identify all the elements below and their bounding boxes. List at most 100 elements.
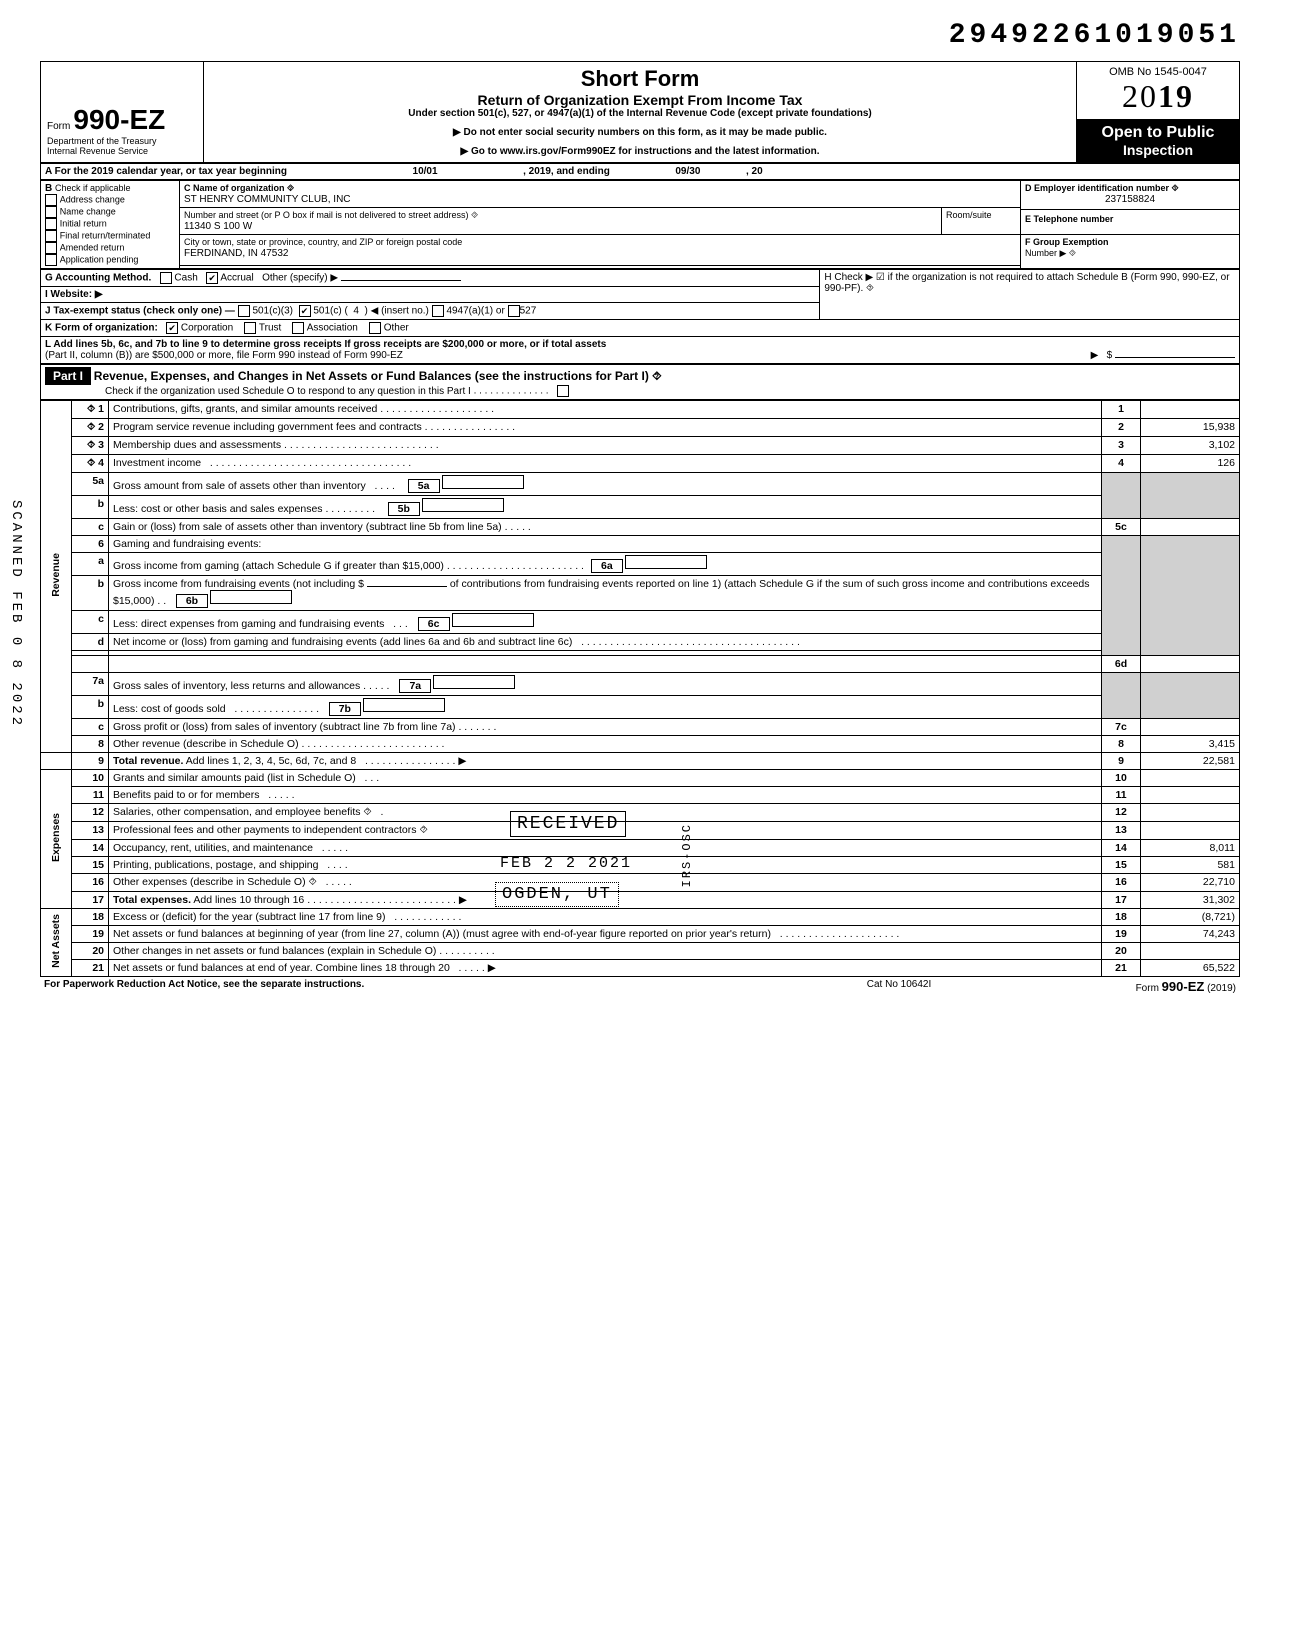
footer-mid: Cat No 10642I bbox=[814, 977, 985, 996]
b-item-3: Final return/terminated bbox=[60, 231, 151, 241]
cb-cash[interactable] bbox=[160, 272, 172, 284]
box-11: 11 bbox=[1102, 787, 1141, 804]
line-a-tail: , 20 bbox=[746, 166, 763, 177]
cb-amended[interactable] bbox=[45, 242, 57, 254]
part1-check: Check if the organization used Schedule … bbox=[45, 386, 474, 397]
cb-initial[interactable] bbox=[45, 218, 57, 230]
cb-address[interactable] bbox=[45, 194, 57, 206]
l1-t: Contributions, gifts, grants, and simila… bbox=[113, 403, 377, 415]
box-6d: 6d bbox=[1102, 656, 1141, 673]
c-label: C Name of organization ⯑ bbox=[184, 183, 294, 193]
l6a-t: Gross income from gaming (attach Schedul… bbox=[113, 560, 444, 572]
j-a1: 4947(a)(1) or bbox=[446, 306, 504, 317]
cb-501c[interactable] bbox=[299, 305, 311, 317]
l6-t: Gaming and fundraising events: bbox=[113, 538, 261, 550]
box-7c: 7c bbox=[1102, 719, 1141, 736]
box-19: 19 bbox=[1102, 926, 1141, 943]
inspection: Inspection bbox=[1083, 142, 1233, 158]
footer-right-a: Form bbox=[1136, 983, 1162, 994]
cb-527[interactable] bbox=[508, 305, 520, 317]
cb-4947[interactable] bbox=[432, 305, 444, 317]
title-short: Short Form bbox=[210, 66, 1070, 92]
amt-1 bbox=[1141, 401, 1240, 419]
cb-trust[interactable] bbox=[244, 322, 256, 334]
cb-corp[interactable] bbox=[166, 322, 178, 334]
part1-table: Revenue ⯑ 1Contributions, gifts, grants,… bbox=[40, 400, 1240, 977]
l5a-t: Gross amount from sale of assets other t… bbox=[113, 480, 366, 492]
side-revenue: Revenue bbox=[50, 553, 62, 597]
l5c-t: Gain or (loss) from sale of assets other… bbox=[113, 521, 502, 533]
l-line1: L Add lines 5b, 6c, and 7b to line 9 to … bbox=[45, 339, 606, 350]
ibox-6b: 6b bbox=[176, 594, 208, 608]
amt-16: 22,710 bbox=[1141, 874, 1240, 892]
cb-accrual[interactable] bbox=[206, 272, 218, 284]
b-label: B bbox=[45, 183, 52, 194]
l9-arrow: ▶ bbox=[458, 755, 466, 767]
g-accrual: Accrual bbox=[220, 273, 253, 284]
g-cash: Cash bbox=[174, 273, 197, 284]
cb-name[interactable] bbox=[45, 206, 57, 218]
l4-t: Investment income bbox=[113, 457, 201, 469]
l6c-t: Less: direct expenses from gaming and fu… bbox=[113, 618, 384, 630]
amt-8: 3,415 bbox=[1141, 736, 1240, 753]
street-label: Number and street (or P O box if mail is… bbox=[184, 210, 478, 220]
j-527: 527 bbox=[520, 306, 537, 317]
box-8: 8 bbox=[1102, 736, 1141, 753]
year-prefix: 20 bbox=[1122, 78, 1158, 114]
amt-13 bbox=[1141, 822, 1240, 840]
title-arrow1: ▶ Do not enter social security numbers o… bbox=[210, 127, 1070, 138]
city: FERDINAND, IN 47532 bbox=[184, 248, 288, 259]
city-label: City or town, state or province, country… bbox=[184, 237, 462, 247]
amt-6d bbox=[1141, 656, 1240, 673]
k-corp: Corporation bbox=[181, 323, 233, 334]
l12-t: Salaries, other compensation, and employ… bbox=[113, 806, 372, 818]
cb-schedO[interactable] bbox=[557, 385, 569, 397]
amt-11 bbox=[1141, 787, 1240, 804]
cb-pending[interactable] bbox=[45, 254, 57, 266]
stamp-ogden: OGDEN, UT bbox=[495, 882, 619, 907]
dept1: Department of the Treasury bbox=[47, 136, 197, 146]
amt-9: 22,581 bbox=[1141, 753, 1240, 770]
form-number: 990-EZ bbox=[73, 104, 165, 135]
box-3: 3 bbox=[1102, 437, 1141, 455]
amt-18: (8,721) bbox=[1141, 909, 1240, 926]
b-item-2: Initial return bbox=[60, 219, 107, 229]
l9-t: Add lines 1, 2, 3, 4, 5c, 6d, 7c, and 8 bbox=[183, 755, 356, 767]
g-other: Other (specify) ▶ bbox=[262, 273, 338, 284]
line-a-begin: 10/01 bbox=[413, 166, 438, 177]
l2-t: Program service revenue including govern… bbox=[113, 421, 422, 433]
info-block: B Check if applicable Address change Nam… bbox=[40, 180, 1240, 269]
l6d-t: Net income or (loss) from gaming and fun… bbox=[113, 636, 572, 648]
cb-final[interactable] bbox=[45, 230, 57, 242]
l15-t: Printing, publications, postage, and shi… bbox=[113, 859, 318, 871]
dept2: Internal Revenue Service bbox=[47, 146, 197, 156]
omb-label: OMB No 1545-0047 bbox=[1083, 66, 1233, 78]
f-sub: Number ▶ ⯑ bbox=[1025, 248, 1076, 258]
box-15: 15 bbox=[1102, 857, 1141, 874]
l17-t: Add lines 10 through 16 bbox=[191, 894, 304, 906]
footer-left: For Paperwork Reduction Act Notice, see … bbox=[40, 977, 814, 996]
open-public: Open to Public bbox=[1083, 124, 1233, 142]
cb-501c3[interactable] bbox=[238, 305, 250, 317]
l3-t: Membership dues and assessments bbox=[113, 439, 281, 451]
amt-20 bbox=[1141, 943, 1240, 960]
form-header: Form 990-EZ Department of the Treasury I… bbox=[40, 61, 1240, 163]
cb-other[interactable] bbox=[369, 322, 381, 334]
ibox-6c: 6c bbox=[418, 617, 450, 631]
part1-title: Revenue, Expenses, and Changes in Net As… bbox=[94, 369, 662, 383]
box-10: 10 bbox=[1102, 770, 1141, 787]
k-other: Other bbox=[384, 323, 409, 334]
l5b-t: Less: cost or other basis and sales expe… bbox=[113, 503, 323, 515]
part1-hdr: Part I bbox=[45, 367, 91, 385]
l9-tb: Total revenue. bbox=[113, 755, 183, 767]
amt-19: 74,243 bbox=[1141, 926, 1240, 943]
l14-t: Occupancy, rent, utilities, and maintena… bbox=[113, 842, 313, 854]
line-a: A For the 2019 calendar year, or tax yea… bbox=[40, 163, 1240, 180]
l16-t: Other expenses (describe in Schedule O) … bbox=[113, 876, 317, 888]
cb-assoc[interactable] bbox=[292, 322, 304, 334]
l-dollar: $ bbox=[1107, 350, 1113, 361]
l13-t: Professional fees and other payments to … bbox=[113, 824, 428, 836]
title-main: Return of Organization Exempt From Incom… bbox=[210, 92, 1070, 108]
box-17: 17 bbox=[1102, 892, 1141, 909]
amt-7c bbox=[1141, 719, 1240, 736]
